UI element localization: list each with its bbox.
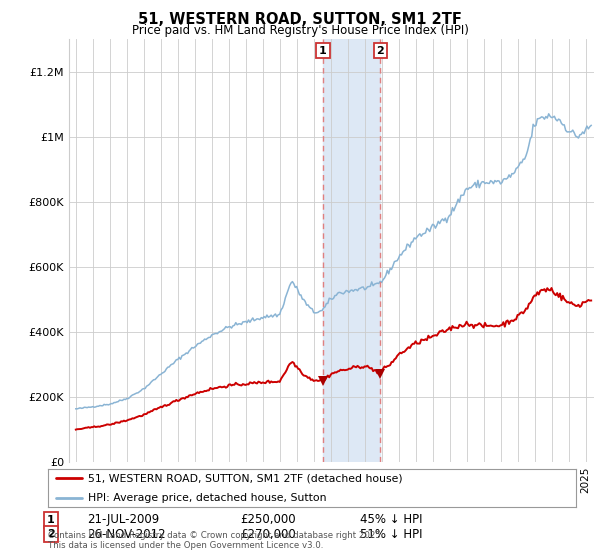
Text: Price paid vs. HM Land Registry's House Price Index (HPI): Price paid vs. HM Land Registry's House … xyxy=(131,24,469,36)
Text: 2: 2 xyxy=(376,45,384,55)
Text: £270,000: £270,000 xyxy=(240,528,296,541)
Text: 51% ↓ HPI: 51% ↓ HPI xyxy=(360,528,422,541)
Text: 51, WESTERN ROAD, SUTTON, SM1 2TF (detached house): 51, WESTERN ROAD, SUTTON, SM1 2TF (detac… xyxy=(88,473,402,483)
Text: Contains HM Land Registry data © Crown copyright and database right 2025.
This d: Contains HM Land Registry data © Crown c… xyxy=(48,530,383,550)
Text: 1: 1 xyxy=(319,45,327,55)
Bar xyxy=(323,39,380,462)
Text: HPI: Average price, detached house, Sutton: HPI: Average price, detached house, Sutt… xyxy=(88,493,326,503)
Text: 1: 1 xyxy=(47,515,55,525)
Text: £250,000: £250,000 xyxy=(240,513,296,526)
Text: 26-NOV-2012: 26-NOV-2012 xyxy=(87,528,166,541)
Text: 51, WESTERN ROAD, SUTTON, SM1 2TF: 51, WESTERN ROAD, SUTTON, SM1 2TF xyxy=(138,12,462,27)
Text: 21-JUL-2009: 21-JUL-2009 xyxy=(87,513,159,526)
Text: 45% ↓ HPI: 45% ↓ HPI xyxy=(360,513,422,526)
Text: 2: 2 xyxy=(47,529,55,539)
